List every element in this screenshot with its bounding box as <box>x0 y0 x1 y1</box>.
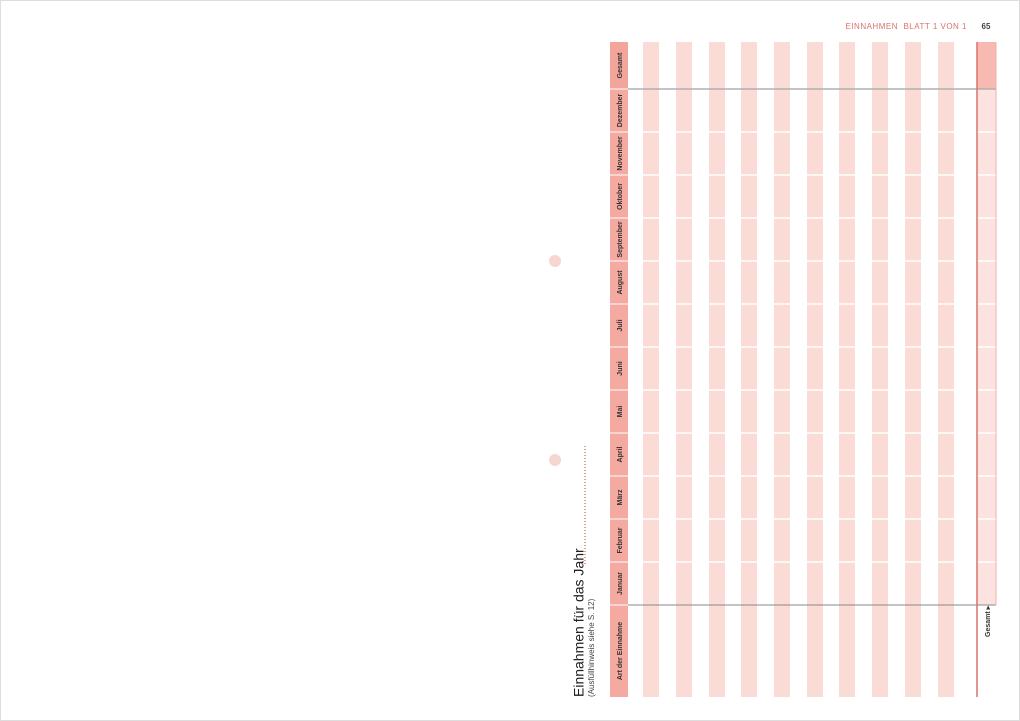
column-header <box>610 390 628 433</box>
column-header <box>610 347 628 390</box>
column-label: Gesamt <box>617 52 624 78</box>
column-header <box>610 605 628 697</box>
punch-hole <box>549 255 561 267</box>
column-header <box>610 261 628 304</box>
table: Art der Einnahme Januar Februar März April Ma… <box>610 42 997 697</box>
total-label: Gesamt ▸ <box>985 605 992 637</box>
total-column <box>977 42 996 605</box>
column-label: November <box>617 136 624 171</box>
entry-column <box>774 42 790 697</box>
column-label: Art der Einnahme <box>617 622 624 680</box>
column-header <box>610 89 628 132</box>
column-header <box>610 42 628 89</box>
header-section: EINNAHMEN <box>845 22 898 31</box>
header-sheet: BLATT 1 VON 1 <box>903 22 967 31</box>
column-label: September <box>617 221 624 257</box>
column-label: August <box>617 270 624 295</box>
column-header <box>610 218 628 261</box>
column-header <box>610 175 628 218</box>
column-label: Mai <box>617 406 624 418</box>
entry-column <box>709 42 725 697</box>
column-label: Juli <box>617 319 624 331</box>
column-label: Februar <box>617 527 624 553</box>
entry-column <box>643 42 659 697</box>
column-header <box>610 476 628 519</box>
entry-column <box>872 42 888 697</box>
column-label: Januar <box>617 572 624 595</box>
entry-column <box>741 42 757 697</box>
column-header <box>610 304 628 347</box>
entry-column <box>807 42 823 697</box>
form-hint: (Ausfüllhinweis siehe S. 12) <box>587 598 596 697</box>
column-header <box>610 433 628 476</box>
column-label: März <box>617 489 624 505</box>
column-label: Oktober <box>617 183 624 210</box>
column-header <box>610 132 628 175</box>
header-page: 65 <box>982 22 991 31</box>
column-label: Dezember <box>617 94 624 128</box>
punch-hole <box>549 454 561 466</box>
entry-column <box>938 42 954 697</box>
entry-column <box>905 42 921 697</box>
column-label: Juni <box>617 361 624 375</box>
column-label: April <box>617 446 624 462</box>
column-header <box>610 519 628 562</box>
entry-column <box>839 42 855 697</box>
grand-total-cell <box>977 42 996 89</box>
form-title: Einnahmen für das Jahr <box>571 548 587 697</box>
entry-column <box>676 42 692 697</box>
column-header <box>610 562 628 605</box>
